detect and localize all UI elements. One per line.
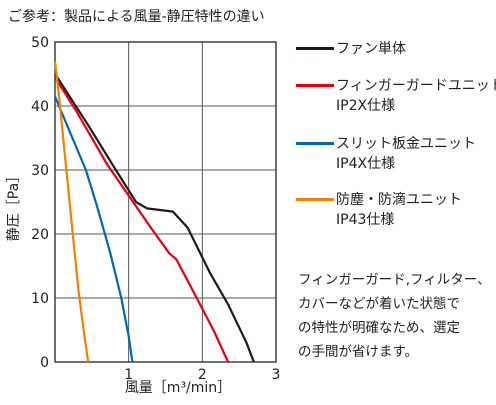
- chart-series-lines: [53, 61, 255, 363]
- legend-sub-dustproof: IP43仕様: [336, 212, 395, 228]
- y-tick-label: 30: [31, 163, 49, 179]
- legend-swatch-fan: [296, 47, 334, 50]
- y-tick-label: 40: [31, 99, 49, 115]
- series-line-3: [53, 61, 90, 363]
- note-line: フィンガーガード,フィルター、: [298, 272, 491, 288]
- legend-sub-finger-guard: IP2X仕様: [336, 98, 396, 114]
- legend-label-slit-plate: スリット板金ユニット: [336, 136, 476, 152]
- chart-tick-labels: 0 10 20 30 40 50 1 2 3: [31, 35, 280, 383]
- y-tick-label: 20: [31, 227, 49, 243]
- note-line: カバーなどが着いた状態で: [298, 296, 460, 312]
- x-tick-label: 3: [272, 367, 281, 383]
- series-line-1: [54, 76, 230, 363]
- legend-label-finger-guard: フィンガーガードユニット: [336, 78, 496, 94]
- note-line: の特性が明確なため、選定: [298, 320, 460, 336]
- series-line-0: [54, 73, 255, 363]
- legend-swatch-dustproof: [296, 198, 334, 201]
- x-axis-label: 風量［m³/min］: [125, 380, 231, 396]
- legend-swatch-finger-guard: [296, 84, 334, 87]
- chart-grid: [55, 42, 276, 362]
- plot-frame: [54, 41, 277, 363]
- chart-axes: [54, 41, 277, 363]
- x-tick-label: 1: [124, 367, 133, 383]
- y-tick-label: 0: [40, 355, 49, 371]
- y-tick-label: 50: [31, 35, 49, 51]
- x-tick-label: 2: [198, 367, 207, 383]
- chart-title: ご参考：製品による風量-静圧特性の違い: [8, 9, 265, 25]
- series-line-2: [53, 95, 134, 363]
- note-text: フィンガーガード,フィルター、 カバーなどが着いた状態で の特性が明確なため、選…: [298, 268, 492, 364]
- legend-label-dustproof: 防塵・防滴ユニット: [336, 192, 462, 208]
- y-axis-label: 静圧［Pa］: [6, 169, 22, 241]
- legend-sub-slit-plate: IP4X仕様: [336, 156, 396, 172]
- y-tick-label: 10: [31, 291, 49, 307]
- legend-swatch-slit-plate: [296, 142, 334, 145]
- legend-label-fan: ファン単体: [336, 41, 406, 57]
- note-line: の手間が省けます。: [298, 344, 419, 360]
